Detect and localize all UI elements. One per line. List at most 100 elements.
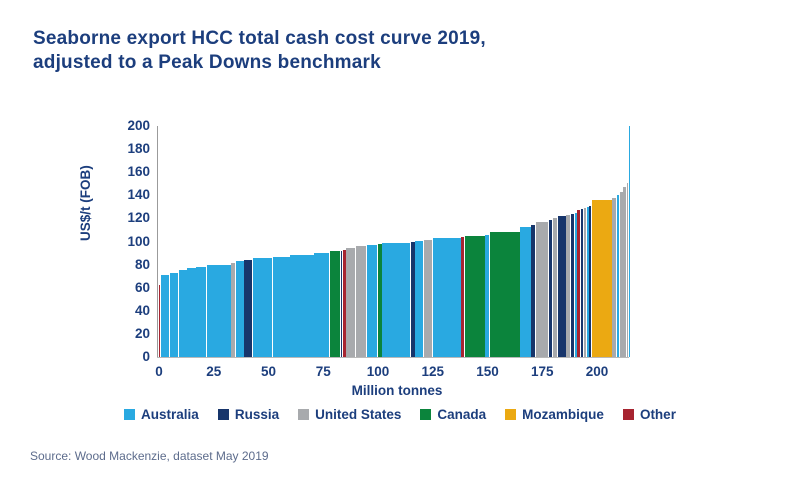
cost-bar-russia <box>570 213 575 357</box>
plot-area <box>157 126 636 358</box>
y-tick-140: 140 <box>127 187 150 203</box>
source-note: Source: Wood Mackenzie, dataset May 2019 <box>30 449 269 463</box>
cost-bar-australia <box>415 240 424 357</box>
cost-bar-canada <box>489 232 520 357</box>
cost-bar-united-states <box>619 191 623 357</box>
cost-bar-australia <box>520 226 531 357</box>
cost-bar-australia <box>290 255 314 357</box>
cost-bar-russia <box>580 209 584 357</box>
y-tick-180: 180 <box>127 141 150 157</box>
cost-bar-other <box>577 210 580 357</box>
legend-label: Russia <box>234 407 280 422</box>
cost-bar-australia <box>587 206 589 357</box>
cost-bar-australia <box>575 212 577 357</box>
cost-bar-australia <box>628 126 631 357</box>
cost-bar-russia <box>589 205 591 357</box>
legend-label: Australia <box>141 407 199 422</box>
cost-bar-australia <box>161 275 170 357</box>
legend-item-other: Other <box>622 407 676 422</box>
x-tick-150: 150 <box>476 364 499 379</box>
legend-swatch-icon <box>298 409 310 420</box>
cost-bar-united-states <box>583 208 587 357</box>
cost-bar-australia <box>187 268 196 357</box>
cost-bar-united-states <box>535 221 549 357</box>
cost-bar-united-states <box>612 197 616 357</box>
x-tick-50: 50 <box>260 364 277 379</box>
x-tick-25: 25 <box>206 364 222 379</box>
cost-bar-australia <box>207 264 231 357</box>
legend-item-united-states: United States <box>298 407 401 422</box>
x-axis-title: Million tonnes <box>351 383 443 398</box>
y-tick-100: 100 <box>127 233 150 249</box>
cost-bar-australia <box>235 261 244 357</box>
cost-bar-canada <box>329 250 341 357</box>
cost-bar-canada <box>464 235 485 357</box>
x-tick-100: 100 <box>366 364 390 379</box>
cost-bar-united-states <box>356 246 367 357</box>
y-tick-160: 160 <box>127 164 150 180</box>
cost-bar-other <box>159 285 161 357</box>
cost-bar-australia <box>314 253 330 357</box>
cost-bar-united-states <box>553 218 557 357</box>
cost-bar-australia <box>253 257 273 357</box>
legend-item-canada: Canada <box>420 407 486 422</box>
cost-bar-other <box>342 249 346 357</box>
y-tick-200: 200 <box>127 118 150 133</box>
legend-label: Other <box>639 407 676 422</box>
y-tick-40: 40 <box>134 302 150 318</box>
y-tick-60: 60 <box>134 279 150 295</box>
cost-bar-australia <box>432 238 461 357</box>
legend-item-australia: Australia <box>124 407 199 422</box>
cost-bar-united-states <box>566 214 570 357</box>
legend-swatch-icon <box>505 409 517 420</box>
cost-bar-australia <box>616 195 620 357</box>
x-tick-200: 200 <box>585 364 609 379</box>
cost-bar-other <box>461 236 464 357</box>
legend-label: Mozambique <box>522 407 604 422</box>
cost-bar-united-states <box>626 182 629 357</box>
cost-bar-russia <box>557 216 566 357</box>
legend-swatch-icon <box>420 409 432 420</box>
page-title-line1: Seaborne export HCC total cash cost curv… <box>33 28 486 49</box>
legend-item-mozambique: Mozambique <box>505 407 604 422</box>
x-tick-125: 125 <box>421 364 445 379</box>
x-tick-75: 75 <box>315 364 331 379</box>
cost-bar-united-states <box>423 239 433 357</box>
cost-bar-united-states <box>623 187 626 357</box>
legend-label: United States <box>315 407 402 422</box>
y-tick-80: 80 <box>134 256 150 272</box>
cost-bar-russia <box>531 225 535 357</box>
x-tick-175: 175 <box>530 364 554 379</box>
cost-bar-australia <box>178 270 187 357</box>
y-axis-title: US$/t (FOB) <box>78 165 93 241</box>
y-axis-line <box>157 126 158 358</box>
legend-swatch-icon <box>124 409 136 420</box>
cost-bar-australia <box>272 256 290 357</box>
cost-bar-australia <box>169 272 178 357</box>
cost-bar-united-states <box>346 248 356 357</box>
y-tick-0: 0 <box>142 349 150 364</box>
legend-swatch-icon <box>217 409 229 420</box>
page-title-line2: adjusted to a Peak Downs benchmark <box>33 52 381 73</box>
cost-bar-mozambique <box>591 199 612 357</box>
legend-label: Canada <box>437 407 487 422</box>
cost-bar-united-states <box>231 263 235 357</box>
cost-bar-canada <box>378 244 382 357</box>
cost-bar-russia <box>548 219 553 357</box>
legend-swatch-icon <box>622 409 634 420</box>
chart-legend: Australia Russia United States Canada Mozamb… <box>0 407 800 422</box>
cost-bar-russia <box>244 259 253 357</box>
cost-bar-russia <box>410 241 415 357</box>
page-title: Seaborne export HCC total cash cost curv… <box>33 27 486 75</box>
cost-bar-australia <box>196 266 207 357</box>
x-tick-0: 0 <box>155 364 163 379</box>
cost-bar-russia <box>340 250 343 357</box>
cost-bar-australia <box>367 244 378 357</box>
cost-bar-australia <box>485 234 489 357</box>
legend-item-russia: Russia <box>217 407 280 422</box>
x-axis-line <box>157 357 629 358</box>
y-tick-120: 120 <box>127 210 150 226</box>
y-tick-20: 20 <box>134 325 150 341</box>
cost-bar-australia <box>382 242 411 357</box>
